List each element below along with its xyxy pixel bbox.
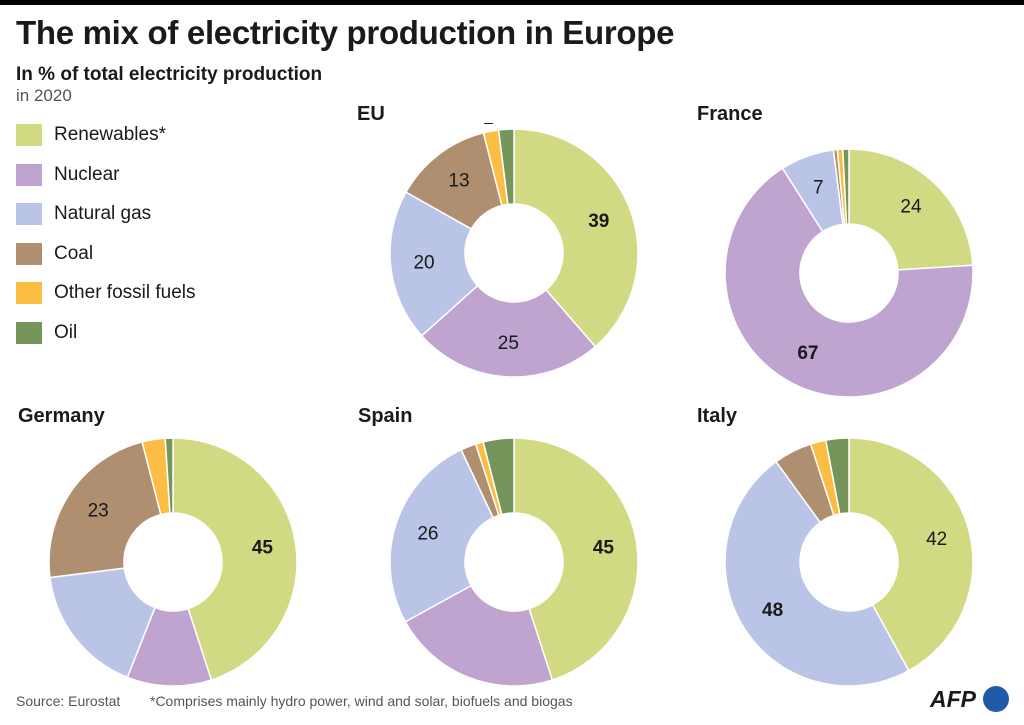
slice-oil	[482, 437, 515, 516]
slice-value-label: 25	[498, 333, 519, 354]
legend-swatch	[16, 321, 42, 344]
slice-renewables	[513, 128, 639, 348]
slice-value-label: 13	[448, 171, 469, 192]
legend-swatch	[16, 242, 42, 265]
logo-text: AFP	[930, 686, 976, 712]
slice-natural-gas	[389, 448, 495, 623]
slice-value-label: 42	[926, 529, 947, 550]
slice-natural-gas	[389, 191, 479, 337]
slice-nuclear	[724, 167, 974, 398]
donut-title: Germany	[18, 405, 105, 427]
legend-swatch	[16, 163, 42, 186]
donut-chart-france: 24 67 7	[719, 143, 979, 403]
legend-label: Renewables*	[54, 124, 166, 145]
chart-subtitle: In % of total electricity production	[16, 64, 323, 85]
slice-oil	[164, 437, 174, 514]
legend-label: Natural gas	[54, 203, 152, 224]
slice-renewables	[513, 437, 639, 681]
donut-title: EU	[357, 103, 385, 125]
slice-coal	[48, 440, 162, 579]
legend-swatch	[16, 203, 42, 225]
donut-svg: 42 48	[724, 437, 974, 687]
slice-value-label: 67	[797, 343, 818, 364]
slice-natural-gas	[49, 567, 156, 679]
slice-renewables	[172, 437, 298, 681]
legend-swatch	[16, 124, 42, 146]
slice-value-label: 2	[483, 123, 494, 129]
slice-value-label: 23	[88, 501, 109, 522]
slice-nuclear	[404, 584, 554, 687]
slice-nuclear	[420, 284, 597, 378]
slice-value-label: 20	[413, 252, 434, 273]
donut-chart-spain: 45 26	[384, 432, 644, 692]
chart-title: The mix of electricity production in Eur…	[16, 14, 675, 51]
slice-oil	[841, 148, 850, 225]
chart-year: in 2020	[16, 86, 72, 105]
slice-renewables	[848, 148, 974, 271]
slice-value-label: 7	[813, 177, 824, 198]
slice-oil	[824, 437, 850, 515]
donut-title: Spain	[358, 405, 413, 427]
footnote: *Comprises mainly hydro power, wind and …	[150, 693, 573, 709]
legend-swatch	[16, 282, 42, 304]
top-rule	[0, 0, 1024, 5]
slice-value-label: 45	[593, 537, 615, 558]
source-note: Source: Eurostat	[16, 693, 121, 709]
donut-title: France	[697, 103, 763, 125]
slice-value-label: 24	[900, 197, 922, 218]
donut-svg: 45 23	[48, 437, 298, 687]
slice-natural-gas	[724, 460, 910, 687]
legend-label: Other fossil fuels	[54, 282, 196, 303]
slice-value-label: 39	[588, 211, 609, 232]
legend-label: Coal	[54, 242, 94, 264]
slice-value-label: 45	[252, 537, 274, 558]
slice-value-label: 48	[762, 600, 783, 621]
slice-renewables	[848, 437, 974, 672]
donut-chart-germany: 45 23	[43, 432, 303, 692]
donut-svg: 39 25 20 13 2 2	[389, 106, 639, 378]
donut-chart-italy: 42 48	[719, 432, 979, 692]
donut-svg: 45 26	[389, 437, 639, 687]
slice-oil	[497, 128, 515, 206]
legend-label: Oil	[54, 321, 78, 343]
slice-value-label: 26	[417, 524, 438, 545]
donut-title: Italy	[697, 405, 738, 427]
legend-label: Nuclear	[54, 163, 120, 185]
logo-dot-icon	[983, 686, 1009, 712]
slice-value-label: 2	[500, 123, 511, 127]
donut-chart-eu: 39 25 20 13 2 2	[384, 106, 644, 383]
donut-svg: 24 67 7	[724, 148, 974, 398]
